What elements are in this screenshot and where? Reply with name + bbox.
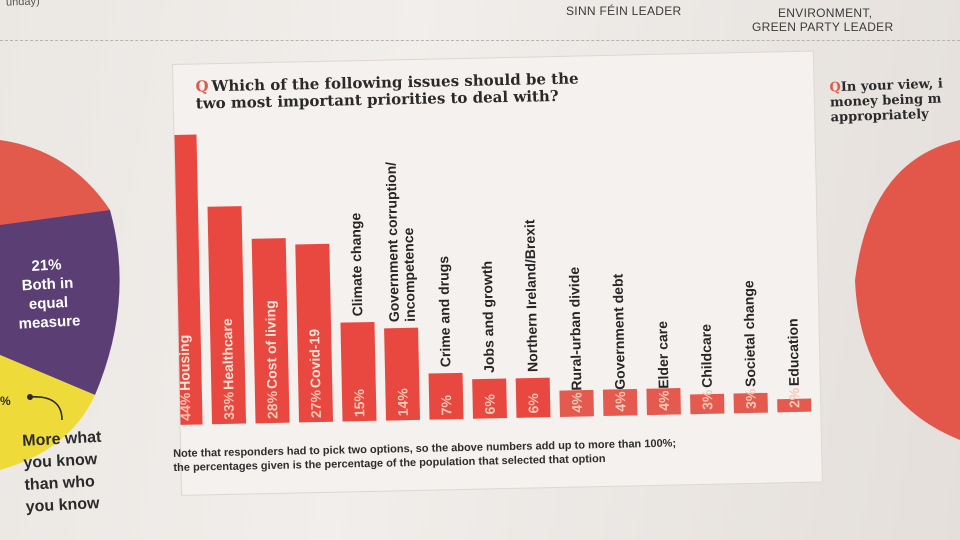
right-pie-slice <box>855 140 960 440</box>
bar-category-label: Northern Ireland/Brexit <box>521 219 540 372</box>
bar-category-label: Healthcare <box>219 318 237 390</box>
bar <box>340 321 377 422</box>
bar-value-label: 27% <box>307 389 324 418</box>
bar-category-label: Childcare <box>698 324 715 388</box>
left-pct-fragment: % <box>0 394 11 408</box>
green-party-label-line2: GREEN PARTY LEADER <box>752 20 894 34</box>
bar-value-label: 28% <box>264 390 281 419</box>
green-party-label-line1: ENVIRONMENT, <box>778 6 873 20</box>
bar-value-label: 33% <box>220 391 237 420</box>
bar <box>173 134 203 426</box>
bar-category-label: Elder care <box>654 321 671 389</box>
bar-value-label: 4% <box>568 392 584 413</box>
bar <box>690 393 725 415</box>
bar <box>251 238 290 424</box>
bar <box>428 372 464 420</box>
bar <box>646 388 681 416</box>
left-caption: More what you know than who you know <box>22 425 136 519</box>
bar-category-label: Housing <box>176 335 193 391</box>
bar <box>384 327 421 421</box>
bar <box>602 388 638 417</box>
pie-slice-yellow <box>0 355 95 470</box>
bar-value-label: 3% <box>699 389 715 410</box>
bar <box>733 392 768 414</box>
bar <box>559 389 594 417</box>
right-question-fragment: QIn your view, i money being m appropria… <box>829 76 960 126</box>
bar-value-label: 7% <box>438 394 454 415</box>
bar-category-label: Societal change <box>740 280 758 387</box>
bar-value-label: 15% <box>351 388 368 417</box>
bar-category-label: Rural-urban divide <box>566 267 585 391</box>
bar-category-label: Climate change <box>347 212 365 316</box>
bar-category-label: Covid-19 <box>306 329 323 389</box>
bar <box>472 378 507 419</box>
pie-label: 21% Both in equal measure <box>6 254 90 334</box>
bar-value-label: 2% <box>786 387 802 408</box>
bar-value-label: 3% <box>742 388 758 409</box>
bar-value-label: 14% <box>394 388 411 417</box>
survey-chart-card: Q Which of the following issues should be… <box>172 50 823 496</box>
bar-value-label: 6% <box>481 393 497 414</box>
pointer-arrow <box>29 396 63 421</box>
bar-value-label: 4% <box>655 390 671 411</box>
sinn-fein-leader-label: SINN FÉIN LEADER <box>566 4 682 18</box>
bar-category-label: Government debt <box>609 273 627 390</box>
bar-category-label: Government corruption/ <box>383 162 402 323</box>
bar-value-label: 44% <box>177 392 194 421</box>
bar <box>207 206 247 425</box>
right-q-mark: Q <box>829 80 842 96</box>
bar-category-label: Cost of living <box>262 300 280 389</box>
pie-slice-purple <box>0 210 120 395</box>
priorities-bar-chart: 44%Housing 33%Healthcare 28%Cost of living… <box>173 134 812 426</box>
bar-value-label: 6% <box>525 393 541 414</box>
bar-category-label: incompetence <box>400 227 418 322</box>
bar <box>777 398 812 413</box>
bar-category-label: Education <box>784 318 801 386</box>
bar <box>295 243 334 423</box>
bar-category-label: Crime and drugs <box>435 256 453 368</box>
bar-category-label: Jobs and growth <box>479 261 497 373</box>
bar-value-label: 4% <box>612 391 628 412</box>
top-header-strip: unday) SINN FÉIN LEADER ENVIRONMENT, GRE… <box>0 0 960 41</box>
bar <box>515 377 551 418</box>
